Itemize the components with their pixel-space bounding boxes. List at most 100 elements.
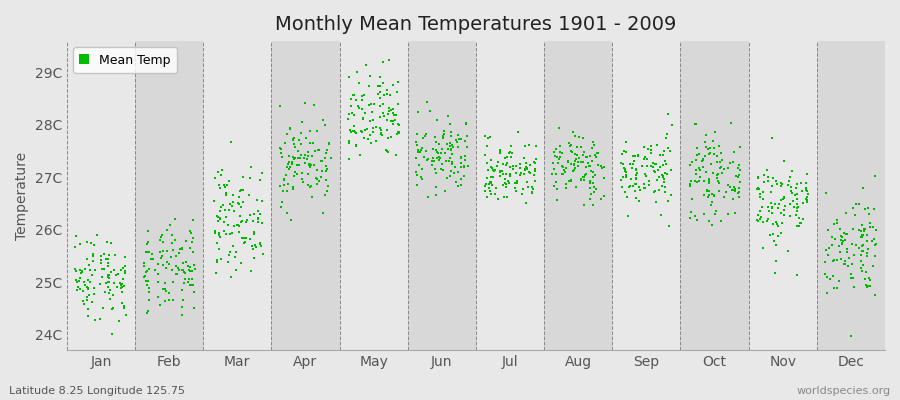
Point	[315, 168, 329, 174]
Point	[492, 148, 507, 154]
Point	[751, 175, 765, 182]
Point	[583, 178, 598, 184]
Point	[588, 172, 602, 178]
Point	[484, 174, 499, 180]
Point	[732, 185, 746, 191]
Point	[478, 132, 492, 139]
Point	[623, 160, 637, 167]
Point	[701, 218, 716, 224]
Y-axis label: Temperature: Temperature	[15, 152, 29, 240]
Bar	[749, 41, 817, 350]
Point	[284, 125, 298, 132]
Point	[288, 144, 302, 150]
Point	[595, 165, 609, 172]
Point	[307, 102, 321, 108]
Point	[711, 142, 725, 149]
Point	[652, 174, 667, 180]
Point	[637, 185, 652, 191]
Point	[314, 174, 328, 180]
Point	[721, 182, 735, 188]
Point	[563, 142, 578, 148]
Point	[104, 269, 118, 276]
Point	[379, 146, 393, 153]
Point	[255, 220, 269, 226]
Point	[832, 242, 846, 249]
Point	[152, 237, 166, 243]
Point	[87, 291, 102, 298]
Point	[381, 111, 395, 117]
Point	[80, 284, 94, 290]
Point	[517, 155, 531, 161]
Point	[657, 188, 671, 195]
Point	[577, 177, 591, 184]
Point	[150, 260, 165, 267]
Point	[780, 248, 795, 254]
Point	[295, 170, 310, 176]
Point	[142, 289, 157, 295]
Point	[706, 192, 721, 198]
Point	[566, 162, 580, 168]
Point	[430, 155, 445, 162]
Point	[563, 177, 578, 184]
Point	[137, 260, 151, 266]
Point	[303, 164, 318, 170]
Point	[114, 300, 129, 306]
Point	[355, 129, 369, 135]
Point	[650, 142, 664, 148]
Point	[546, 149, 561, 155]
Point	[799, 185, 814, 191]
Point	[855, 267, 869, 274]
Point	[550, 186, 564, 192]
Point	[567, 165, 581, 172]
Point	[345, 110, 359, 116]
Point	[303, 184, 318, 191]
Point	[656, 162, 670, 168]
Point	[576, 174, 590, 180]
Point	[789, 191, 804, 198]
Point	[682, 215, 697, 222]
Point	[647, 168, 662, 174]
Point	[282, 153, 296, 160]
Point	[838, 261, 852, 267]
Point	[854, 258, 868, 264]
Point	[818, 271, 832, 277]
Point	[837, 261, 851, 267]
Point	[593, 196, 608, 203]
Point	[622, 184, 636, 190]
Point	[101, 260, 115, 266]
Point	[460, 144, 474, 150]
Point	[162, 290, 176, 296]
Point	[356, 91, 371, 98]
Point	[777, 195, 791, 202]
Point	[657, 148, 671, 154]
Point	[483, 157, 498, 163]
Point	[509, 188, 524, 194]
Point	[76, 268, 90, 275]
Point	[309, 174, 323, 181]
Point	[438, 187, 453, 194]
Point	[411, 149, 426, 156]
Point	[224, 274, 238, 280]
Point	[819, 247, 833, 254]
Point	[162, 260, 176, 267]
Point	[508, 184, 522, 191]
Point	[586, 202, 600, 208]
Point	[231, 223, 246, 229]
Point	[769, 178, 783, 184]
Point	[854, 265, 868, 272]
Point	[275, 154, 290, 160]
Point	[796, 200, 811, 207]
Point	[295, 175, 310, 182]
Point	[699, 186, 714, 193]
Point	[508, 180, 523, 186]
Point	[614, 177, 628, 183]
Point	[429, 170, 444, 177]
Point	[242, 236, 256, 242]
Point	[425, 162, 439, 168]
Point	[490, 163, 504, 169]
Point	[719, 189, 733, 195]
Point	[636, 155, 651, 162]
Point	[628, 175, 643, 181]
Point	[619, 174, 634, 181]
Point	[349, 143, 364, 149]
